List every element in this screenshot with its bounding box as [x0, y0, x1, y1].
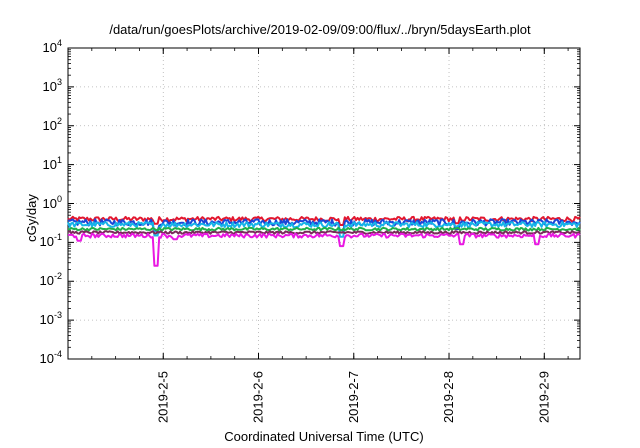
ticks — [67, 47, 580, 360]
y-tick-exponent: -2 — [53, 271, 62, 282]
y-tick-label: 10-3 — [14, 310, 62, 328]
y-tick-exponent: 1 — [56, 154, 62, 165]
x-tick-label: 2019-2-8 — [441, 371, 456, 423]
y-tick-label: 10-1 — [14, 232, 62, 250]
y-tick-exponent: -1 — [53, 232, 62, 243]
x-tick-label: 2019-2-5 — [155, 371, 170, 423]
y-tick-base: 10 — [39, 312, 54, 328]
y-tick-exponent: 2 — [56, 115, 62, 126]
y-tick-label: 103 — [14, 76, 62, 94]
series-line — [67, 221, 581, 238]
y-tick-label: 10-2 — [14, 271, 62, 289]
y-tick-exponent: 0 — [56, 193, 62, 204]
x-tick-labels: 2019-2-5 2019-2-6 2019-2-7 2019-2-8 2019-2-9 — [155, 371, 551, 423]
x-tick-label: 2019-2-6 — [251, 371, 266, 423]
y-tick-base: 10 — [42, 195, 57, 211]
y-tick-label: 101 — [14, 154, 62, 172]
x-axis-title: Coordinated Universal Time (UTC) — [224, 429, 424, 444]
y-tick-base: 10 — [42, 117, 57, 133]
y-tick-base: 10 — [42, 156, 57, 172]
x-tick-label: 2019-2-7 — [346, 371, 361, 423]
series-line — [67, 230, 581, 235]
series-group — [67, 215, 581, 267]
y-tick-base: 10 — [42, 40, 57, 55]
series-line — [67, 226, 581, 232]
y-tick-exponent: 3 — [56, 76, 62, 87]
y-tick-label: 10-4 — [14, 349, 62, 367]
y-tick-exponent: -4 — [53, 349, 62, 359]
chart-title: /data/run/goesPlots/archive/2019-02-09/0… — [109, 22, 531, 37]
y-tick-label: 100 — [14, 193, 62, 211]
x-tick-label: 2019-2-9 — [536, 371, 551, 423]
y-tick-base: 10 — [39, 273, 54, 289]
series-line — [68, 232, 581, 267]
y-tick-label: 102 — [14, 115, 62, 133]
grid — [68, 48, 580, 359]
y-tick-label: 104 — [14, 38, 62, 56]
y-tick-base: 10 — [39, 234, 54, 250]
y-tick-base: 10 — [39, 351, 54, 366]
y-tick-exponent: 4 — [56, 38, 62, 48]
y-tick-base: 10 — [42, 78, 57, 94]
y-tick-exponent: -3 — [53, 310, 62, 321]
